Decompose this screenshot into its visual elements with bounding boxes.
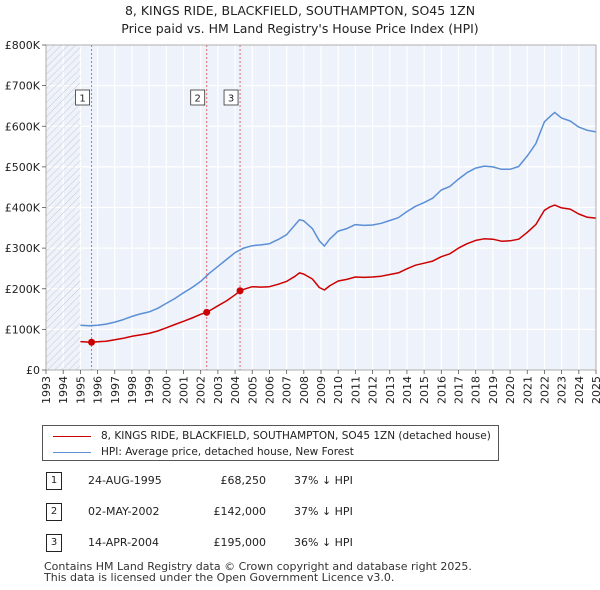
- table-row: 1 24-AUG-1995 £68,250 37% ↓ HPI: [42, 472, 442, 490]
- sale-3-label: 3: [228, 94, 234, 105]
- x-axis-ticks: 1993 1994 1995 1996 1997 1998 1999 2000 2001 2002…: [40, 370, 600, 404]
- x-tick-label: 2025: [590, 376, 600, 404]
- chart-subtitle: Price paid vs. HM Land Registry's House …: [121, 21, 479, 36]
- x-tick-label: 2008: [298, 376, 311, 404]
- x-tick-label: 2001: [178, 376, 191, 404]
- x-tick-label: 2016: [435, 376, 448, 404]
- x-tick-label: 2012: [367, 376, 380, 404]
- x-tick-label: 1993: [40, 376, 53, 404]
- y-tick-label: £700K: [5, 80, 41, 93]
- row-date: 14-APR-2004: [88, 536, 160, 549]
- x-tick-label: 2024: [573, 376, 586, 404]
- x-tick-label: 1998: [126, 376, 139, 404]
- chart-title: 8, KINGS RIDE, BLACKFIELD, SOUTHAMPTON, …: [124, 3, 476, 18]
- hpi-line: [80, 111, 597, 327]
- x-tick-label: 2015: [418, 376, 431, 404]
- sale-3-label-box: [223, 89, 239, 106]
- sale-1-label: 1: [79, 94, 85, 105]
- legend: 8, KINGS RIDE, BLACKFIELD, SOUTHAMPTON, …: [42, 425, 499, 461]
- x-tick-label: 2018: [470, 376, 483, 404]
- x-tick-label: 2014: [401, 376, 414, 404]
- prior-data-hatch: [46, 45, 81, 370]
- x-tick-label: 2020: [504, 376, 517, 404]
- x-tick-label: 2006: [263, 376, 276, 404]
- sale-2-point: [203, 308, 211, 316]
- y-tick-label: £300K: [5, 242, 41, 255]
- footer: Contains HM Land Registry data © Crown c…: [44, 561, 472, 583]
- row-date: 02-MAY-2002: [88, 505, 160, 518]
- row-hpi: 37% ↓ HPI: [294, 505, 353, 518]
- row-hpi: 37% ↓ HPI: [294, 474, 353, 487]
- x-tick-label: 1994: [57, 376, 70, 404]
- sale-1-label-box: [75, 89, 90, 106]
- x-tick-label: 2023: [556, 376, 569, 404]
- x-tick-label: 2017: [453, 376, 466, 404]
- sale-points: [88, 287, 244, 346]
- x-tick-label: 2007: [281, 376, 294, 404]
- y-tick-label: £800K: [5, 39, 41, 52]
- x-tick-label: 1996: [92, 376, 105, 404]
- sale-2-label: 2: [195, 94, 201, 105]
- x-tick-label: 2000: [160, 376, 173, 404]
- row-price: £142,000: [213, 505, 267, 518]
- legend-swatch-property: [53, 435, 91, 437]
- x-tick-label: 2002: [195, 376, 208, 404]
- x-tick-label: 2019: [487, 376, 500, 404]
- footer-license: This data is licensed under the Open Gov…: [44, 571, 395, 584]
- x-tick-label: 1999: [143, 376, 156, 404]
- x-tick-label: 2005: [246, 376, 259, 404]
- row-marker: 3: [46, 534, 62, 552]
- legend-label-property: 8, KINGS RIDE, BLACKFIELD, SOUTHAMPTON, …: [101, 430, 491, 442]
- y-axis-ticks: £0 £100K £200K £300K £400K £500K £600K £700K £80…: [5, 39, 46, 377]
- row-marker: 1: [46, 472, 62, 490]
- table-row: 3 14-APR-2004 £195,000 36% ↓ HPI: [42, 534, 442, 552]
- legend-item-property: 8, KINGS RIDE, BLACKFIELD, SOUTHAMPTON, …: [53, 428, 491, 444]
- x-tick-label: 1997: [109, 376, 122, 404]
- x-tick-label: 2013: [384, 376, 397, 404]
- x-tick-label: 2003: [212, 376, 225, 404]
- sale-1-point: [88, 338, 96, 346]
- footer-copyright: Contains HM Land Registry data © Crown c…: [44, 560, 472, 573]
- row-hpi: 36% ↓ HPI: [294, 536, 353, 549]
- legend-item-hpi: HPI: Average price, detached house, New …: [53, 444, 354, 460]
- sale-3-point: [236, 287, 244, 295]
- table-row: 2 02-MAY-2002 £142,000 37% ↓ HPI: [42, 503, 442, 521]
- x-tick-label: 2022: [538, 376, 551, 404]
- chart-title-block: 8, KINGS RIDE, BLACKFIELD, SOUTHAMPTON, …: [0, 2, 600, 38]
- x-tick-label: 2004: [229, 376, 242, 404]
- x-tick-label: 2011: [349, 376, 362, 404]
- y-tick-label: £600K: [5, 120, 41, 133]
- sale-labels: 1 2 3: [75, 89, 239, 106]
- x-tick-label: 1995: [74, 376, 87, 404]
- row-price: £68,250: [220, 474, 267, 487]
- property-price-line: [80, 204, 597, 344]
- y-tick-label: £400K: [5, 202, 41, 215]
- x-tick-label: 2021: [521, 376, 534, 404]
- sale-2-label-box: [190, 89, 206, 106]
- row-date: 24-AUG-1995: [88, 474, 162, 487]
- y-tick-label: £500K: [5, 161, 41, 174]
- x-tick-label: 2010: [332, 376, 345, 404]
- y-tick-label: £0: [26, 364, 40, 377]
- series-lines: [80, 111, 597, 344]
- y-tick-label: £100K: [5, 323, 41, 336]
- price-chart: 1 2 3 £0 £100K £200K £300K £400K £500K £600K £700…: [5, 39, 600, 404]
- row-marker: 2: [46, 503, 62, 521]
- legend-swatch-hpi: [53, 451, 91, 453]
- legend-label-hpi: HPI: Average price, detached house, New …: [101, 446, 354, 458]
- x-tick-label: 2009: [315, 376, 328, 404]
- y-tick-label: £200K: [5, 283, 41, 296]
- row-price: £195,000: [213, 536, 267, 549]
